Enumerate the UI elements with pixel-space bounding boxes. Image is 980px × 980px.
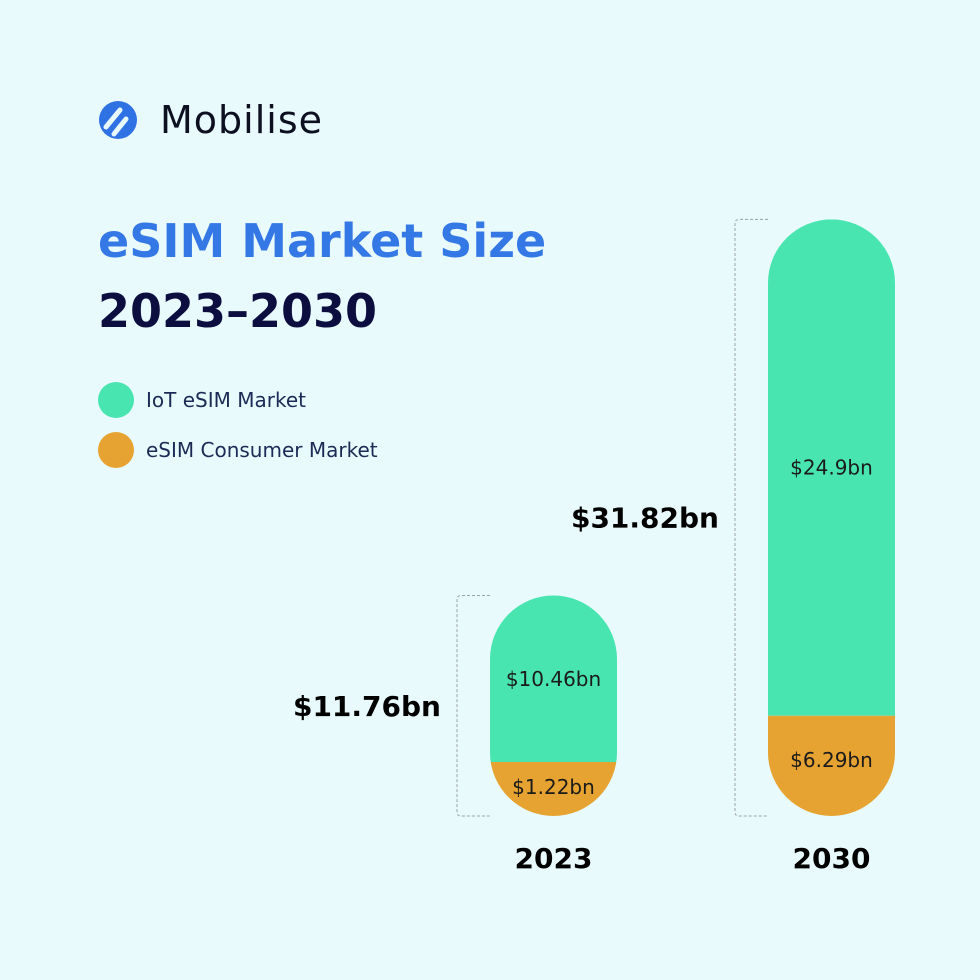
segment-label-iot: $10.46bn bbox=[506, 667, 601, 691]
brand-logo: Mobilise bbox=[98, 98, 323, 142]
mobilise-logo-icon bbox=[99, 101, 137, 139]
legend-label: eSIM Consumer Market bbox=[146, 438, 378, 462]
bar-iot-2023 bbox=[490, 595, 617, 762]
bar-consumer-2030 bbox=[768, 715, 895, 816]
total-bracket bbox=[456, 595, 490, 817]
segment-label-consumer: $1.22bn bbox=[512, 775, 595, 799]
x-tick-label: 2023 bbox=[515, 842, 593, 875]
chart-subtitle: 2023–2030 bbox=[98, 284, 378, 338]
bar-iot-2030 bbox=[768, 219, 895, 716]
brand-name: Mobilise bbox=[160, 98, 324, 142]
legend-item-iot: IoT eSIM Market bbox=[98, 382, 306, 418]
legend-label: IoT eSIM Market bbox=[146, 388, 306, 412]
segment-label-iot: $24.9bn bbox=[790, 456, 873, 480]
segment-label-consumer: $6.29bn bbox=[790, 748, 873, 772]
total-bracket bbox=[734, 218, 768, 817]
legend-swatch bbox=[98, 382, 134, 418]
legend-item-consumer: eSIM Consumer Market bbox=[98, 432, 378, 468]
total-label: $31.82bn bbox=[571, 502, 719, 535]
x-tick-label: 2030 bbox=[793, 842, 871, 875]
legend-swatch bbox=[98, 432, 134, 468]
total-label: $11.76bn bbox=[293, 690, 441, 723]
chart-title: eSIM Market Size bbox=[98, 214, 547, 268]
